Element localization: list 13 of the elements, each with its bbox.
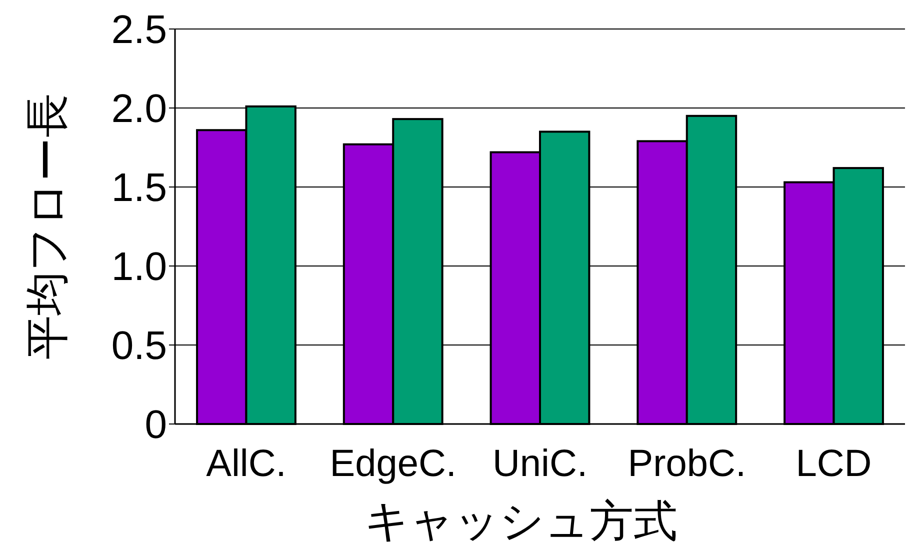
x-axis-title: キャッシュ方式 <box>364 497 678 546</box>
y-tick-label: 2.5 <box>111 8 167 52</box>
y-tick-label: 0.5 <box>111 324 167 368</box>
x-tick-label: LCD <box>796 443 872 485</box>
x-tick-label: EdgeC. <box>330 443 456 485</box>
y-axis-title: 平均フロー長 <box>23 94 72 360</box>
x-tick-label: ProbC. <box>628 443 746 485</box>
x-tick-label: UniC. <box>492 443 588 485</box>
y-tick-label: 1.5 <box>111 166 167 210</box>
y-tick-label: 0 <box>144 403 167 447</box>
x-tick-label: AllC. <box>206 443 286 485</box>
y-tick-label: 1.0 <box>111 245 167 289</box>
y-tick-label: 2.0 <box>111 87 167 131</box>
